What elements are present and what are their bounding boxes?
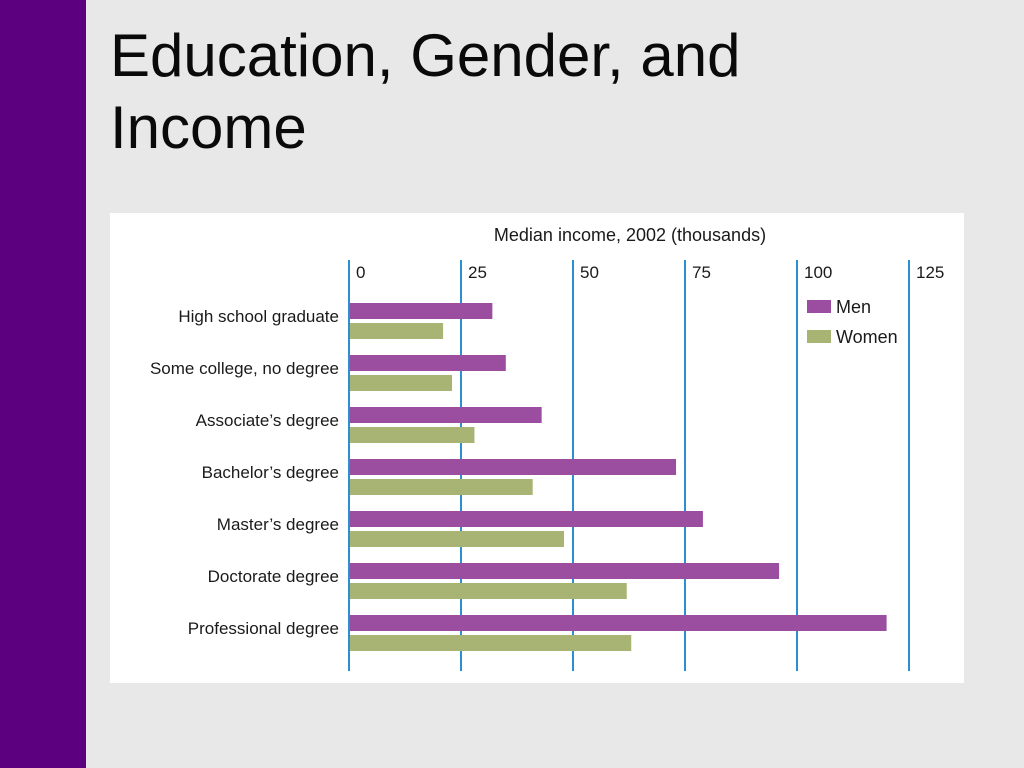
bar-men-4 — [350, 511, 703, 527]
x-tick-labels: 0 25 50 75 100 125 — [356, 263, 944, 282]
slide-title: Education, Gender, and Income — [110, 20, 990, 164]
legend: Men Women — [807, 297, 898, 347]
bar-women-6 — [350, 635, 632, 651]
bar-men-5 — [350, 563, 780, 579]
category-label-3: Bachelor’s degree — [202, 463, 339, 482]
chart-title: Median income, 2002 (thousands) — [494, 225, 766, 245]
bar-men-2 — [350, 407, 542, 423]
legend-swatch-men — [807, 300, 831, 313]
category-label-2: Associate’s degree — [196, 411, 339, 430]
x-tick-label-125: 125 — [916, 263, 944, 282]
x-tick-label-50: 50 — [580, 263, 599, 282]
legend-swatch-women — [807, 330, 831, 343]
category-label-4: Master’s degree — [217, 515, 339, 534]
bar-men-0 — [350, 303, 493, 319]
category-label-1: Some college, no degree — [150, 359, 339, 378]
x-tick-label-25: 25 — [468, 263, 487, 282]
bars — [350, 303, 887, 651]
title-line-2: Income — [110, 94, 307, 161]
title-line-1: Education, Gender, and — [110, 22, 741, 89]
bar-women-2 — [350, 427, 475, 443]
bar-men-6 — [350, 615, 887, 631]
sidebar-accent — [0, 0, 86, 768]
bar-women-3 — [350, 479, 533, 495]
legend-label-men: Men — [836, 297, 871, 317]
bar-women-1 — [350, 375, 453, 391]
legend-label-women: Women — [836, 327, 898, 347]
bar-women-0 — [350, 323, 444, 339]
chart-panel: Median income, 2002 (thousands) 0 25 50 75 1… — [110, 213, 964, 683]
category-label-6: Professional degree — [188, 619, 339, 638]
x-tick-label-100: 100 — [804, 263, 832, 282]
category-label-0: High school graduate — [178, 307, 339, 326]
bar-men-3 — [350, 459, 677, 475]
bar-men-1 — [350, 355, 506, 371]
x-tick-label-0: 0 — [356, 263, 365, 282]
income-bar-chart: Median income, 2002 (thousands) 0 25 50 75 1… — [150, 225, 944, 671]
x-tick-label-75: 75 — [692, 263, 711, 282]
category-label-5: Doctorate degree — [208, 567, 339, 586]
bar-women-4 — [350, 531, 565, 547]
bar-women-5 — [350, 583, 627, 599]
category-labels: High school graduate Some college, no deg… — [150, 307, 339, 638]
